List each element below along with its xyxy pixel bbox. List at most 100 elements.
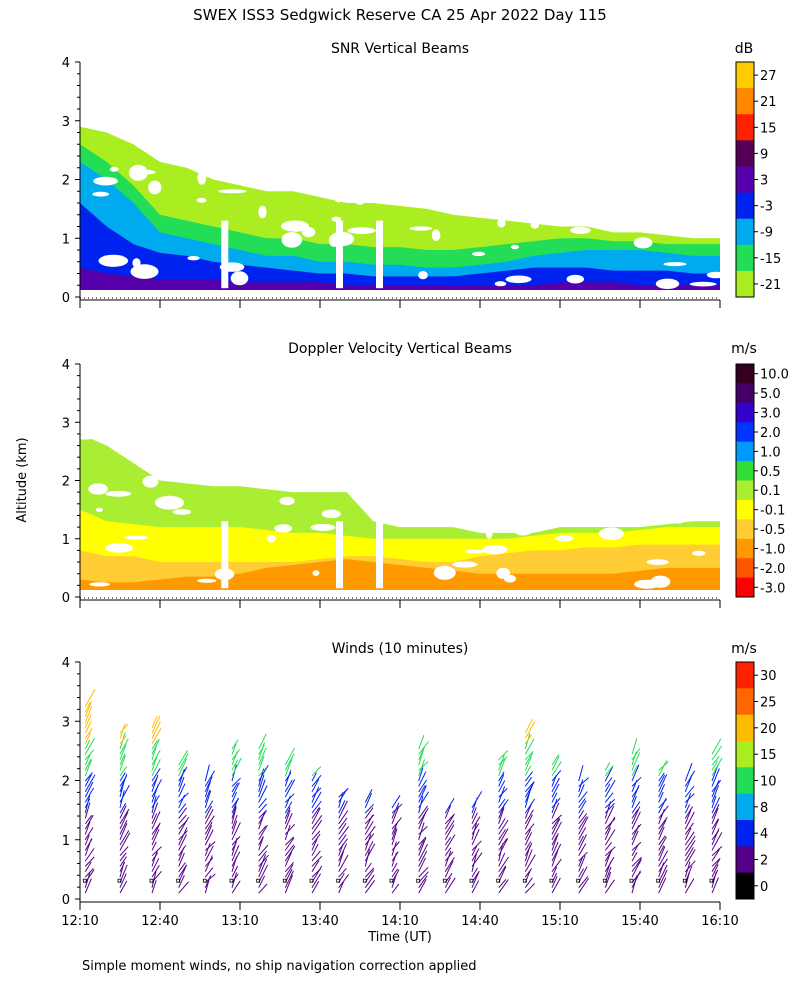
wind-barb — [284, 875, 293, 894]
wind-barb — [364, 792, 373, 808]
wind-barb — [418, 805, 429, 819]
wind-barb — [631, 751, 637, 766]
data-gap — [536, 447, 550, 456]
wind-barb — [151, 846, 162, 857]
data-gap — [332, 445, 356, 460]
wind-barb — [178, 803, 187, 814]
wind-barb — [258, 756, 265, 771]
wind-barb — [684, 762, 693, 782]
profile-marker — [362, 878, 367, 883]
wind-barb — [524, 738, 535, 755]
data-gap — [197, 578, 217, 583]
wind-barb — [284, 844, 295, 857]
wind-barb — [284, 779, 293, 793]
profile-marker — [149, 878, 154, 883]
wind-barb — [444, 857, 455, 872]
profile-marker — [549, 878, 554, 883]
wind-barb — [364, 833, 375, 846]
wind-barb — [119, 832, 131, 851]
footnote: Simple moment winds, no ship navigation … — [82, 959, 477, 974]
data-gap — [692, 550, 706, 556]
profile-marker — [82, 878, 87, 883]
data-gap — [276, 157, 303, 164]
wind-barb — [391, 851, 399, 862]
profile-marker — [682, 878, 687, 883]
wind-barb — [364, 807, 374, 819]
data-gap — [310, 477, 335, 483]
wind-barb — [684, 804, 691, 814]
wind-barb — [604, 879, 615, 894]
data-gap — [477, 476, 497, 484]
wind-barb — [204, 841, 216, 851]
wind-barb — [658, 846, 666, 862]
wind-barb — [711, 818, 719, 830]
wind-barb — [119, 753, 126, 766]
wind-barb — [391, 862, 398, 872]
wind-barb — [84, 737, 96, 755]
wind-barb — [684, 806, 694, 819]
wind-barb — [658, 836, 667, 851]
wind-barb — [444, 820, 455, 835]
wind-barb — [284, 747, 295, 766]
wind-barb — [231, 782, 239, 793]
colorbar-swatch — [736, 688, 754, 716]
colorbar-unit: m/s — [731, 341, 757, 357]
wind-barb — [658, 817, 668, 830]
colorbar-swatch — [736, 140, 754, 167]
wind-barb — [84, 772, 93, 782]
wind-barb — [311, 830, 321, 841]
wind-barb — [151, 870, 162, 883]
data-gap — [339, 470, 347, 481]
data-gap — [598, 527, 624, 540]
wind-barb — [498, 807, 505, 824]
profile-marker — [202, 878, 207, 883]
data-gap — [569, 441, 590, 457]
wind-barb — [578, 834, 587, 851]
wind-barb — [631, 841, 642, 851]
wind-barb — [231, 814, 238, 830]
wind-barb — [578, 875, 589, 889]
x-tick-label: 12:10 — [61, 914, 98, 929]
wind-barb — [578, 855, 586, 872]
wind-barb — [84, 834, 90, 846]
wind-barb — [178, 758, 188, 777]
data-gap — [148, 180, 162, 195]
wind-barb — [119, 862, 126, 872]
data-gap — [93, 176, 118, 186]
data-gap — [279, 496, 295, 506]
colorbar-label: 3 — [760, 174, 768, 189]
wind-barb — [364, 814, 375, 825]
wind-barb — [231, 749, 241, 761]
wind-barb — [498, 818, 506, 830]
wind-barb — [258, 875, 266, 888]
wind-barb — [84, 739, 91, 750]
wind-barb — [551, 769, 562, 782]
wind-barb — [284, 779, 296, 798]
colorbar-label: 2.0 — [760, 426, 781, 441]
wind-barb — [578, 868, 585, 878]
wind-barb — [524, 868, 533, 878]
wind-barb — [231, 739, 239, 750]
wind-barb — [551, 783, 560, 798]
wind-barb — [471, 828, 480, 846]
wind-barb — [524, 841, 532, 851]
wind-barb — [151, 865, 160, 878]
data-gap — [704, 131, 715, 138]
data-gap — [347, 227, 376, 235]
wind-barb — [578, 816, 588, 830]
wind-barb — [84, 878, 92, 894]
data-gap — [557, 508, 578, 520]
wind-barb — [284, 772, 292, 782]
plot-area — [80, 126, 727, 290]
wind-barb — [524, 882, 536, 894]
data-gap — [530, 222, 540, 229]
data-gap — [499, 447, 507, 458]
wind-barb — [524, 782, 535, 798]
wind-barb — [658, 774, 668, 793]
wind-barb — [711, 755, 720, 766]
data-gap — [92, 191, 110, 197]
wind-barb — [338, 817, 348, 830]
profile-marker — [336, 878, 341, 883]
wind-barb — [524, 854, 536, 872]
wind-barb — [524, 823, 535, 835]
